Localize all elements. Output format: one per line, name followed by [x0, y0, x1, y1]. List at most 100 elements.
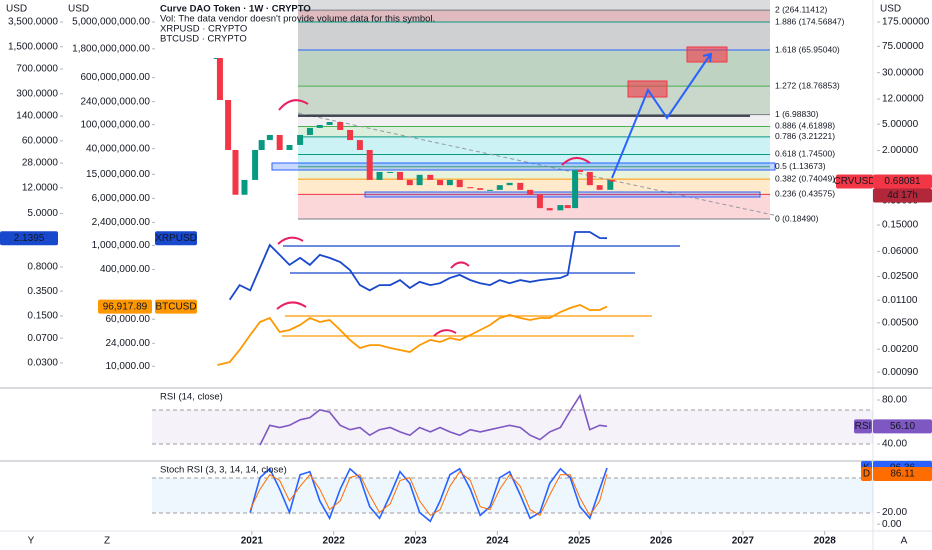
- candle: [517, 182, 524, 190]
- fib-label: 0.5 (1.13673): [775, 161, 826, 171]
- symbol-tag: CRVUSD: [833, 176, 875, 187]
- y-tick-label: 24,000.00: [106, 338, 151, 349]
- fib-label: 1 (6.98830): [775, 109, 819, 119]
- candle: [232, 149, 239, 195]
- axis-unit: USD: [68, 4, 89, 15]
- candle: [337, 121, 344, 130]
- series-tag: RSI: [855, 421, 872, 432]
- fib-band: [298, 86, 770, 115]
- candle: [506, 182, 513, 186]
- y-tick-label: 140.0000: [16, 111, 58, 122]
- candle: [586, 171, 593, 186]
- candle: [486, 189, 493, 191]
- countdown-tag: 4d 17h: [887, 190, 918, 201]
- toolbar-icon[interactable]: A: [901, 536, 908, 547]
- legend-entry: XRPUSD · CRYPTO: [160, 24, 247, 35]
- y-tick-label: 0.02500: [882, 271, 919, 282]
- top-arc: [561, 157, 591, 166]
- symbol-tag: XRPUSD: [155, 233, 197, 244]
- y-tick-label: 0.1500: [27, 311, 58, 322]
- y-tick-label: 0.3500: [27, 286, 58, 297]
- fib-band: [298, 126, 770, 137]
- zone: [364, 191, 761, 198]
- y-tick-label: 5,000,000,000.00: [72, 17, 150, 28]
- y-tick-label: 10,000.00: [106, 361, 151, 372]
- candle: [557, 205, 564, 211]
- candle: [347, 129, 354, 141]
- stoch-band: [152, 478, 873, 513]
- candle: [216, 58, 223, 101]
- top-arc: [277, 236, 304, 245]
- fib-band: [298, 179, 770, 195]
- y-tick-label: 60.0000: [22, 135, 59, 146]
- fib-label: 0.886 (4.61898): [775, 121, 835, 131]
- y-tick-label: 1,500.0000: [8, 41, 58, 52]
- last-value-tag-box: [873, 467, 932, 482]
- x-tick-label: 2027: [732, 536, 755, 547]
- arrow-head: [702, 52, 713, 63]
- last-price-tag-box: [873, 174, 932, 189]
- y-tick-label: 0.00: [882, 519, 902, 530]
- symbol-tag-box: [155, 299, 197, 314]
- drawings: [271, 46, 779, 337]
- candle: [252, 149, 259, 180]
- candle: [446, 179, 453, 186]
- y-tick-label: 0.0300: [27, 358, 58, 369]
- pane-title: Stoch RSI (3, 3, 14, 14, close): [160, 465, 287, 476]
- toolbar-icon[interactable]: Z: [104, 536, 110, 547]
- y-tick-label: 0.8000: [27, 262, 58, 273]
- y-tick-label: 600,000,000.00: [80, 72, 150, 83]
- y-tick-label: 40,000,000.00: [86, 143, 150, 154]
- y-tick-label: 15,000,000.00: [86, 169, 150, 180]
- projection-arrow: [611, 54, 711, 179]
- candle: [266, 134, 273, 141]
- axis-unit: USD: [6, 4, 27, 15]
- y-tick-label: 0.06000: [882, 246, 919, 257]
- trend-line: [297, 112, 779, 217]
- rsi-band: [152, 410, 873, 444]
- y-tick-label: 5.00000: [882, 119, 919, 130]
- fib-label: 0 (0.18490): [775, 213, 819, 223]
- toolbar-icon[interactable]: Y: [28, 536, 35, 547]
- candle: [356, 140, 363, 150]
- labels: Curve DAO Token · 1W · CRYPTO Vol: The d…: [0, 4, 932, 547]
- y-tick-label: 75.00000: [882, 41, 924, 52]
- candle: [608, 179, 615, 182]
- candle: [527, 189, 534, 195]
- fib-band: [298, 194, 770, 220]
- candle: [607, 179, 614, 190]
- last-value-tag: 2.1395: [14, 233, 45, 244]
- y-tick-label: 0.00500: [882, 317, 919, 328]
- chart-title: Curve DAO Token · 1W · CRYPTO: [160, 4, 311, 15]
- symbol-tag-box: [836, 174, 873, 189]
- y-tick-label: 3,500.0000: [8, 17, 58, 28]
- candle: [276, 134, 283, 150]
- last-value-tag-box: [0, 231, 58, 246]
- candle: [546, 208, 553, 211]
- candle: [387, 171, 394, 173]
- candle: [396, 171, 403, 180]
- y-tick-label: 700.0000: [16, 64, 58, 75]
- candle: [536, 194, 543, 209]
- series-tag: D: [863, 469, 870, 480]
- y-tick-label: 40.00: [882, 439, 907, 450]
- x-tick-label: 2028: [814, 536, 837, 547]
- candle: [496, 185, 503, 190]
- candle: [366, 149, 373, 180]
- y-tick-label: 0.00200: [882, 344, 919, 355]
- x-tick-label: 2024: [486, 536, 509, 547]
- candle: [406, 179, 413, 186]
- last-price-tag: 0.68081: [884, 176, 921, 187]
- y-tick-label: 28.0000: [22, 158, 59, 169]
- y-tick-label: 12.00000: [882, 94, 924, 105]
- y-tick-label: 60,000.00: [106, 314, 151, 325]
- candle: [376, 171, 383, 180]
- candle: [456, 179, 463, 188]
- indicator-line: [259, 393, 608, 446]
- y-tick-label: 1,000,000.00: [92, 240, 151, 251]
- countdown-tag-box: [873, 188, 932, 203]
- y-tick-label: 12.0000: [22, 182, 59, 193]
- y-tick-label: 6,000,000.00: [92, 193, 151, 204]
- fib-label: 0.786 (3.21221): [775, 131, 835, 141]
